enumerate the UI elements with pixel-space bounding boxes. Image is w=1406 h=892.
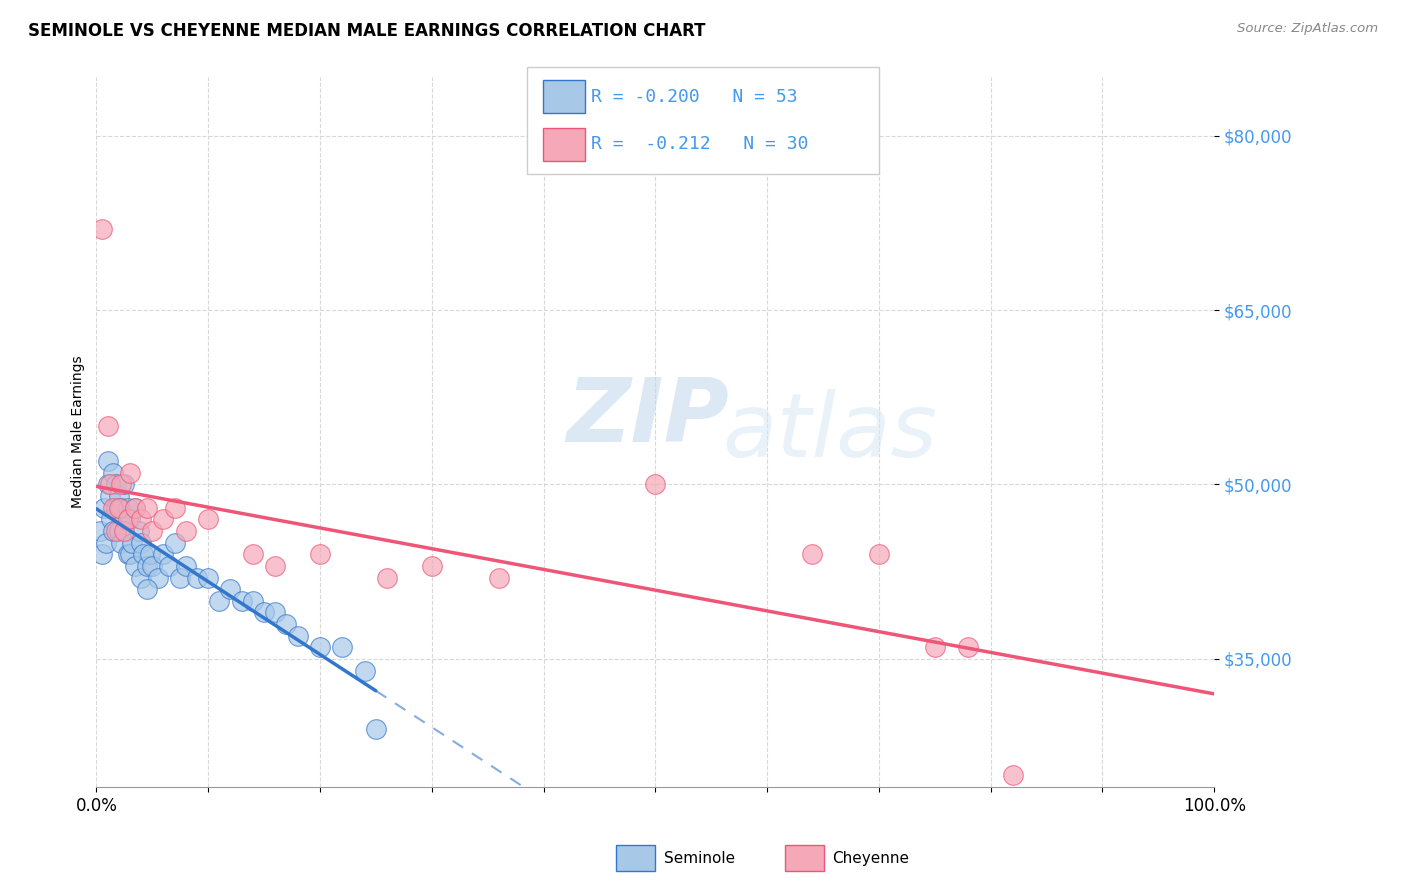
Point (488, 570, 510, 584)
Point (129, 535, 152, 549)
Text: R = -0.200   N = 53: R = -0.200 N = 53 (591, 87, 797, 106)
Point (129, 512, 152, 526)
Point (124, 558, 146, 573)
Point (107, 524, 129, 538)
Point (105, 524, 128, 538)
Point (105, 500, 128, 515)
Point (253, 606, 276, 620)
Point (152, 547, 174, 561)
Point (309, 547, 332, 561)
Point (91, 221, 114, 235)
Point (163, 535, 186, 549)
Point (375, 570, 398, 584)
Point (231, 594, 253, 608)
Point (118, 512, 141, 526)
Point (135, 558, 157, 573)
Text: R =  -0.212   N = 30: R = -0.212 N = 30 (591, 135, 808, 153)
Point (276, 617, 298, 632)
Point (110, 535, 132, 549)
Point (105, 477, 128, 491)
Y-axis label: Median Male Earnings: Median Male Earnings (72, 356, 86, 508)
Point (118, 466, 141, 480)
Point (101, 500, 124, 515)
Point (139, 547, 162, 561)
Point (101, 466, 124, 480)
Point (112, 477, 135, 491)
Point (420, 558, 443, 573)
Point (112, 524, 135, 538)
Point (107, 500, 129, 515)
Point (219, 582, 242, 596)
Point (89, 524, 111, 538)
Point (957, 640, 980, 655)
Point (353, 664, 375, 678)
Point (364, 722, 387, 736)
Point (117, 500, 139, 515)
Point (208, 594, 231, 608)
Point (242, 547, 264, 561)
Point (644, 477, 666, 491)
Point (141, 524, 163, 538)
Point (110, 500, 132, 515)
Point (98, 477, 121, 491)
Point (124, 500, 146, 515)
Text: Seminole: Seminole (664, 851, 735, 865)
Point (129, 570, 152, 584)
Point (91, 547, 114, 561)
Point (174, 558, 197, 573)
Point (242, 594, 264, 608)
Point (112, 512, 135, 526)
Point (330, 640, 353, 655)
Point (152, 512, 174, 526)
Point (924, 640, 946, 655)
Point (100, 512, 122, 526)
Text: SEMINOLE VS CHEYENNE MEDIAN MALE EARNINGS CORRELATION CHART: SEMINOLE VS CHEYENNE MEDIAN MALE EARNING… (28, 22, 706, 40)
Point (93, 500, 115, 515)
Point (141, 558, 163, 573)
Point (101, 524, 124, 538)
Text: atlas: atlas (723, 389, 938, 475)
Point (146, 570, 169, 584)
Point (800, 547, 823, 561)
Text: Source: ZipAtlas.com: Source: ZipAtlas.com (1237, 22, 1378, 36)
Point (96, 477, 118, 491)
Point (124, 500, 146, 515)
Point (868, 547, 890, 561)
Text: ZIP: ZIP (565, 375, 728, 461)
Point (128, 524, 150, 538)
Point (98, 489, 121, 503)
Point (117, 512, 139, 526)
Point (309, 640, 332, 655)
Text: Cheyenne: Cheyenne (832, 851, 910, 865)
Point (169, 570, 191, 584)
Point (197, 570, 219, 584)
Point (117, 547, 139, 561)
Point (197, 512, 219, 526)
Point (118, 547, 141, 561)
Point (157, 558, 180, 573)
Point (186, 570, 208, 584)
Point (174, 524, 197, 538)
Point (135, 582, 157, 596)
Point (132, 547, 155, 561)
Point (121, 535, 143, 549)
Point (264, 558, 287, 573)
Point (287, 629, 309, 643)
Point (96, 419, 118, 434)
Point (163, 500, 186, 515)
Point (96, 454, 118, 468)
Point (264, 606, 287, 620)
Point (1001, 768, 1024, 782)
Point (135, 500, 157, 515)
Point (96, 535, 118, 549)
Point (110, 477, 132, 491)
Point (107, 489, 129, 503)
